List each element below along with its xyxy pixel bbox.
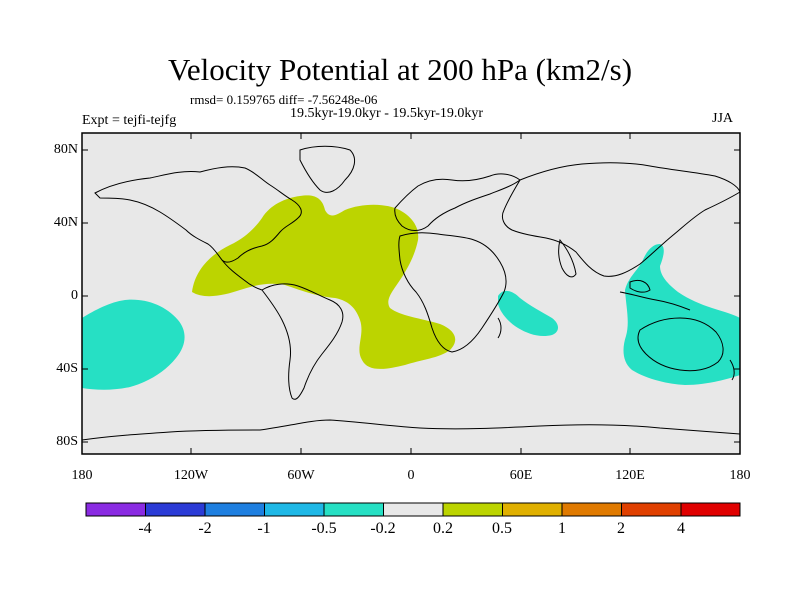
colorbar-box-5 — [383, 502, 444, 517]
stats-line: rmsd= 0.159765 diff= -7.56248e-06 — [190, 92, 378, 107]
axis-ticks — [82, 133, 740, 454]
colorbar-box-1 — [145, 502, 206, 517]
colorbar-label: 4 — [677, 520, 685, 537]
negative-anomaly-maritime — [623, 244, 740, 385]
negative-anomaly-pacific — [82, 299, 185, 390]
colorbar-box-0 — [85, 502, 146, 517]
colorbar-box-9 — [621, 502, 682, 517]
colorbar — [85, 502, 741, 517]
colorbar-label: -0.5 — [311, 520, 337, 537]
map-title: Velocity Potential at 200 hPa (km2/s) — [167, 52, 633, 87]
colorbar-box-6 — [442, 502, 503, 517]
colorbar-label: 2 — [617, 520, 625, 537]
positive-anomaly-atlantic — [192, 195, 456, 369]
colorbar-label: -1 — [257, 520, 271, 537]
colorbar-label: 0.2 — [433, 520, 453, 537]
colorbar-box-4 — [323, 502, 384, 517]
colorbar-label: -4 — [138, 520, 152, 537]
negative-anomaly-indian-ocean — [498, 290, 558, 337]
lon-label-60w: 60W — [287, 468, 315, 483]
colorbar-label: -2 — [198, 520, 212, 537]
lat-label-equator: 0 — [71, 288, 78, 303]
lon-label-60e: 60E — [509, 468, 533, 483]
lon-label-180e: 180 — [729, 468, 751, 483]
lon-label-180w: 180 — [71, 468, 93, 483]
season-label: JJA — [712, 111, 734, 126]
colorbar-box-2 — [204, 502, 265, 517]
colorbar-box-3 — [264, 502, 325, 517]
colorbar-box-7 — [502, 502, 563, 517]
experiment-label: Expt = tejfi-tejfg — [82, 113, 177, 128]
coastlines — [81, 145, 741, 441]
colorbar-label: -0.2 — [370, 520, 396, 537]
lat-label-40s: 40S — [56, 361, 78, 376]
lon-label-120w: 120W — [173, 468, 209, 483]
lat-label-40n: 40N — [53, 215, 78, 230]
period-line: 19.5kyr-19.0kyr - 19.5kyr-19.0kyr — [290, 106, 484, 121]
lon-label-0: 0 — [407, 468, 415, 483]
colorbar-box-8 — [561, 502, 622, 517]
colorbar-label: 0.5 — [492, 520, 512, 537]
colorbar-label: 1 — [558, 520, 566, 537]
lat-label-80n: 80N — [53, 142, 78, 157]
lon-label-120e: 120E — [615, 468, 645, 483]
colorbar-box-10 — [680, 502, 741, 517]
lat-label-80s: 80S — [56, 434, 78, 449]
